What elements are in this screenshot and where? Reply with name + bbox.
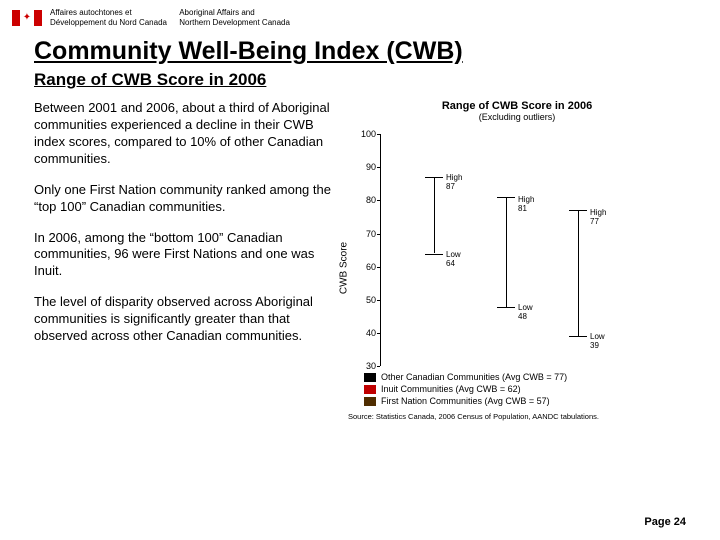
dept-en-l1: Aboriginal Affairs and xyxy=(179,8,254,17)
department-name: Affaires autochtones et Développement du… xyxy=(50,8,300,27)
legend-text: First Nation Communities (Avg CWB = 57) xyxy=(381,396,550,406)
narrative-column: Between 2001 and 2006, about a third of … xyxy=(34,100,334,421)
canada-flag-icon: ✦ xyxy=(12,10,42,26)
paragraph-3: In 2006, among the “bottom 100” Canadian… xyxy=(34,230,334,281)
dept-en-l2: Northern Development Canada xyxy=(179,18,290,27)
y-tick-40: 40 xyxy=(354,328,376,338)
legend-row-2: First Nation Communities (Avg CWB = 57) xyxy=(364,396,567,406)
content-row: Between 2001 and 2006, about a third of … xyxy=(0,100,720,421)
chart-subtitle: (Excluding outliers) xyxy=(348,112,686,122)
chart-column: Range of CWB Score in 2006 (Excluding ou… xyxy=(348,100,686,421)
range-chart: CWB Score 30405060708090100High87Low64Hi… xyxy=(348,128,658,408)
page-footer: Page 24 xyxy=(644,516,686,528)
page-title: Community Well-Being Index (CWB) xyxy=(34,37,686,66)
y-tick-90: 90 xyxy=(354,162,376,172)
paragraph-2: Only one First Nation community ranked a… xyxy=(34,182,334,216)
y-tick-70: 70 xyxy=(354,229,376,239)
y-tick-60: 60 xyxy=(354,262,376,272)
dept-fr-l1: Affaires autochtones et xyxy=(50,8,132,17)
y-tick-80: 80 xyxy=(354,195,376,205)
label-low-1: Low48 xyxy=(518,303,533,321)
paragraph-1: Between 2001 and 2006, about a third of … xyxy=(34,100,334,168)
legend-swatch-icon xyxy=(364,385,376,394)
y-tick-100: 100 xyxy=(354,129,376,139)
dept-fr-l2: Développement du Nord Canada xyxy=(50,18,167,27)
y-axis-label: CWB Score xyxy=(339,218,350,318)
legend-row-0: Other Canadian Communities (Avg CWB = 77… xyxy=(364,372,567,382)
page-subtitle: Range of CWB Score in 2006 xyxy=(34,70,686,90)
legend-swatch-icon xyxy=(364,397,376,406)
gov-header: ✦ Affaires autochtones et Développement … xyxy=(0,0,720,31)
y-tick-30: 30 xyxy=(354,361,376,371)
label-high-2: High77 xyxy=(590,208,606,226)
legend-swatch-icon xyxy=(364,373,376,382)
legend-text: Inuit Communities (Avg CWB = 62) xyxy=(381,384,521,394)
chart-title: Range of CWB Score in 2006 xyxy=(348,100,686,112)
chart-legend: Other Canadian Communities (Avg CWB = 77… xyxy=(364,372,567,408)
label-high-0: High87 xyxy=(446,173,462,191)
legend-row-1: Inuit Communities (Avg CWB = 62) xyxy=(364,384,567,394)
paragraph-4: The level of disparity observed across A… xyxy=(34,294,334,345)
y-tick-50: 50 xyxy=(354,295,376,305)
chart-source: Source: Statistics Canada, 2006 Census o… xyxy=(348,412,686,421)
label-low-0: Low64 xyxy=(446,250,461,268)
legend-text: Other Canadian Communities (Avg CWB = 77… xyxy=(381,372,567,382)
label-low-2: Low39 xyxy=(590,332,605,350)
label-high-1: High81 xyxy=(518,195,534,213)
